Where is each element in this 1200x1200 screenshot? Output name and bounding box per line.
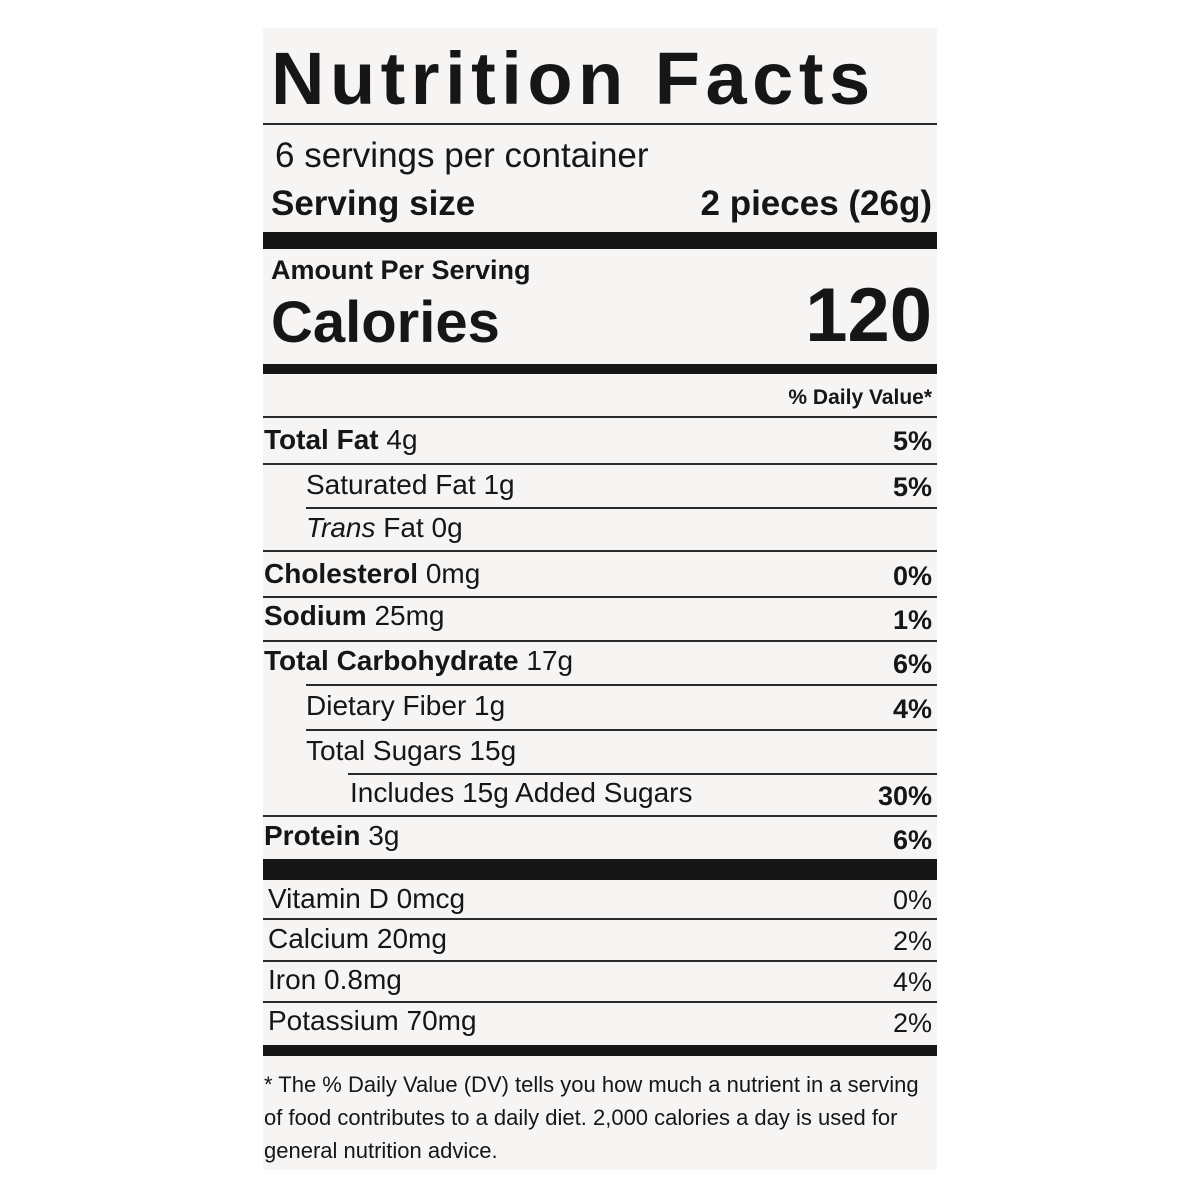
nutrient-amount: 1g xyxy=(483,469,515,500)
nutrient-amount: 15g xyxy=(469,735,517,766)
nutrition-label xyxy=(263,28,937,1170)
servings-per-container: 6 servings per container xyxy=(275,136,649,175)
medium-divider xyxy=(263,364,937,374)
nutrient-name: Includes 15g Added Sugars xyxy=(350,777,693,808)
footnote: * The % Daily Value (DV) tells you how m… xyxy=(264,1072,919,1163)
divider xyxy=(306,507,937,509)
nutrient-name: Total Carbohydrate xyxy=(264,645,519,676)
medium-divider xyxy=(263,1045,937,1056)
nutrient-dv: 6% xyxy=(892,649,932,679)
nutrient-dv: 1% xyxy=(892,605,932,635)
vitamin-dv: 2% xyxy=(892,1008,932,1038)
nutrient-row: Total Carbohydrate 17g xyxy=(264,645,573,677)
nutrient-name: Trans xyxy=(306,512,376,543)
nutrient-amount: 0mg xyxy=(425,558,481,589)
divider xyxy=(263,550,937,552)
vitamin-row: Calcium 20mg xyxy=(268,923,447,954)
nutrient-amount: 4g xyxy=(386,424,418,455)
divider xyxy=(263,960,937,962)
divider xyxy=(263,815,937,817)
nutrient-amount: 3g xyxy=(368,820,400,851)
nutrient-row: Total Sugars 15g xyxy=(306,735,516,767)
nutrient-dv: 5% xyxy=(892,472,932,502)
nutrient-name: Protein xyxy=(264,820,361,851)
nutrient-dv: 0% xyxy=(892,561,932,591)
calories-label: Calories xyxy=(271,290,500,355)
divider xyxy=(348,773,937,775)
nutrient-amount: 17g xyxy=(526,645,574,676)
divider xyxy=(263,123,937,125)
nutrient-row: Sodium 25mg xyxy=(264,600,445,632)
vitamin-dv: 2% xyxy=(892,926,932,956)
thick-divider xyxy=(263,232,937,249)
nutrient-name: Saturated Fat xyxy=(306,469,476,500)
vitamin-row: Iron 0.8mg xyxy=(268,964,402,995)
nutrient-row: Cholesterol 0mg xyxy=(264,558,480,590)
vitamin-dv: 4% xyxy=(892,967,932,997)
thick-divider xyxy=(263,859,937,880)
divider xyxy=(263,640,937,642)
nutrient-dv: 30% xyxy=(877,781,932,811)
label-title: Nutrition Facts xyxy=(271,37,876,120)
divider xyxy=(263,463,937,465)
nutrient-row: Trans Fat 0g xyxy=(306,512,463,544)
divider xyxy=(306,729,937,731)
nutrient-row: Includes 15g Added Sugars xyxy=(350,777,692,809)
divider xyxy=(306,684,937,686)
nutrient-dv: 5% xyxy=(892,426,932,456)
nutrient-dv: 4% xyxy=(892,694,932,724)
divider xyxy=(263,918,937,920)
daily-value-header: % Daily Value* xyxy=(788,386,932,409)
nutrient-dv: 6% xyxy=(892,825,932,855)
calories-value: 120 xyxy=(805,273,932,358)
vitamin-dv: 0% xyxy=(892,885,932,915)
nutrient-row: Dietary Fiber 1g xyxy=(306,690,505,722)
nutrient-amount: Fat 0g xyxy=(383,512,463,543)
nutrient-name: Sodium xyxy=(264,600,367,631)
vitamin-row: Potassium 70mg xyxy=(268,1005,477,1036)
amount-per-serving: Amount Per Serving xyxy=(271,255,531,285)
nutrient-name: Dietary Fiber xyxy=(306,690,467,721)
nutrient-row: Total Fat 4g xyxy=(264,424,418,456)
serving-size-value: 2 pieces (26g) xyxy=(700,184,933,223)
divider xyxy=(263,416,937,418)
divider xyxy=(263,1001,937,1003)
nutrient-amount: 1g xyxy=(474,690,506,721)
serving-size-label: Serving size xyxy=(271,184,476,223)
nutrient-name: Total Fat xyxy=(264,424,379,455)
nutrient-amount: 25mg xyxy=(374,600,445,631)
nutrient-row: Protein 3g xyxy=(264,820,399,852)
nutrient-name: Total Sugars xyxy=(306,735,462,766)
vitamin-row: Vitamin D 0mcg xyxy=(268,883,466,914)
nutrient-name: Cholesterol xyxy=(264,558,419,589)
nutrient-row: Saturated Fat 1g xyxy=(306,469,515,501)
divider xyxy=(263,596,937,598)
